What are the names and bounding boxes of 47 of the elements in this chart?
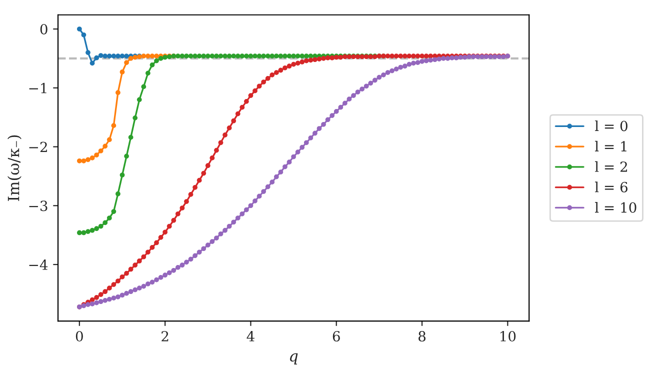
x-tick-label: 0 — [76, 331, 83, 342]
point — [116, 90, 120, 96]
legend-label: l = 2 — [595, 161, 627, 172]
point — [150, 54, 155, 59]
y-axis-title: Im(ω/κ₋) — [7, 135, 22, 201]
point — [81, 158, 86, 164]
point — [124, 60, 129, 65]
legend-label: l = 6 — [595, 182, 628, 192]
point — [116, 54, 120, 59]
x-tick-label: 2 — [162, 331, 168, 342]
point — [86, 157, 90, 162]
point — [120, 54, 125, 59]
point — [102, 144, 108, 149]
point — [120, 70, 125, 74]
point — [111, 54, 116, 59]
y-tick-label: −4 — [29, 259, 48, 270]
point — [106, 137, 112, 142]
legend-label: l = 1 — [595, 140, 626, 152]
point — [106, 54, 112, 59]
y-tick-label: 0 — [40, 24, 48, 34]
point — [81, 32, 86, 38]
point — [76, 158, 82, 164]
point — [154, 54, 159, 59]
point — [94, 152, 99, 158]
legend-label: l = 0 — [595, 120, 628, 132]
x-tick-label: 10 — [500, 331, 516, 342]
point — [146, 54, 150, 59]
x-tick-label: 4 — [246, 331, 254, 342]
y-tick-label: −2 — [29, 142, 47, 152]
point — [111, 123, 116, 128]
point — [94, 55, 99, 60]
y-tick-label: −1 — [29, 82, 46, 94]
point — [102, 54, 108, 59]
point — [90, 60, 95, 66]
legend-label: l = 10 — [595, 202, 636, 213]
point — [86, 50, 90, 55]
x-tick-label: 6 — [332, 331, 340, 342]
point — [128, 56, 134, 61]
point — [90, 156, 95, 160]
y-tick-label: −3 — [29, 200, 48, 212]
point — [124, 54, 129, 59]
point — [98, 53, 104, 58]
point — [98, 148, 104, 154]
x-axis-title: q — [290, 353, 298, 365]
point — [76, 26, 82, 32]
x-tick-label: 8 — [418, 331, 426, 342]
point — [141, 54, 146, 59]
